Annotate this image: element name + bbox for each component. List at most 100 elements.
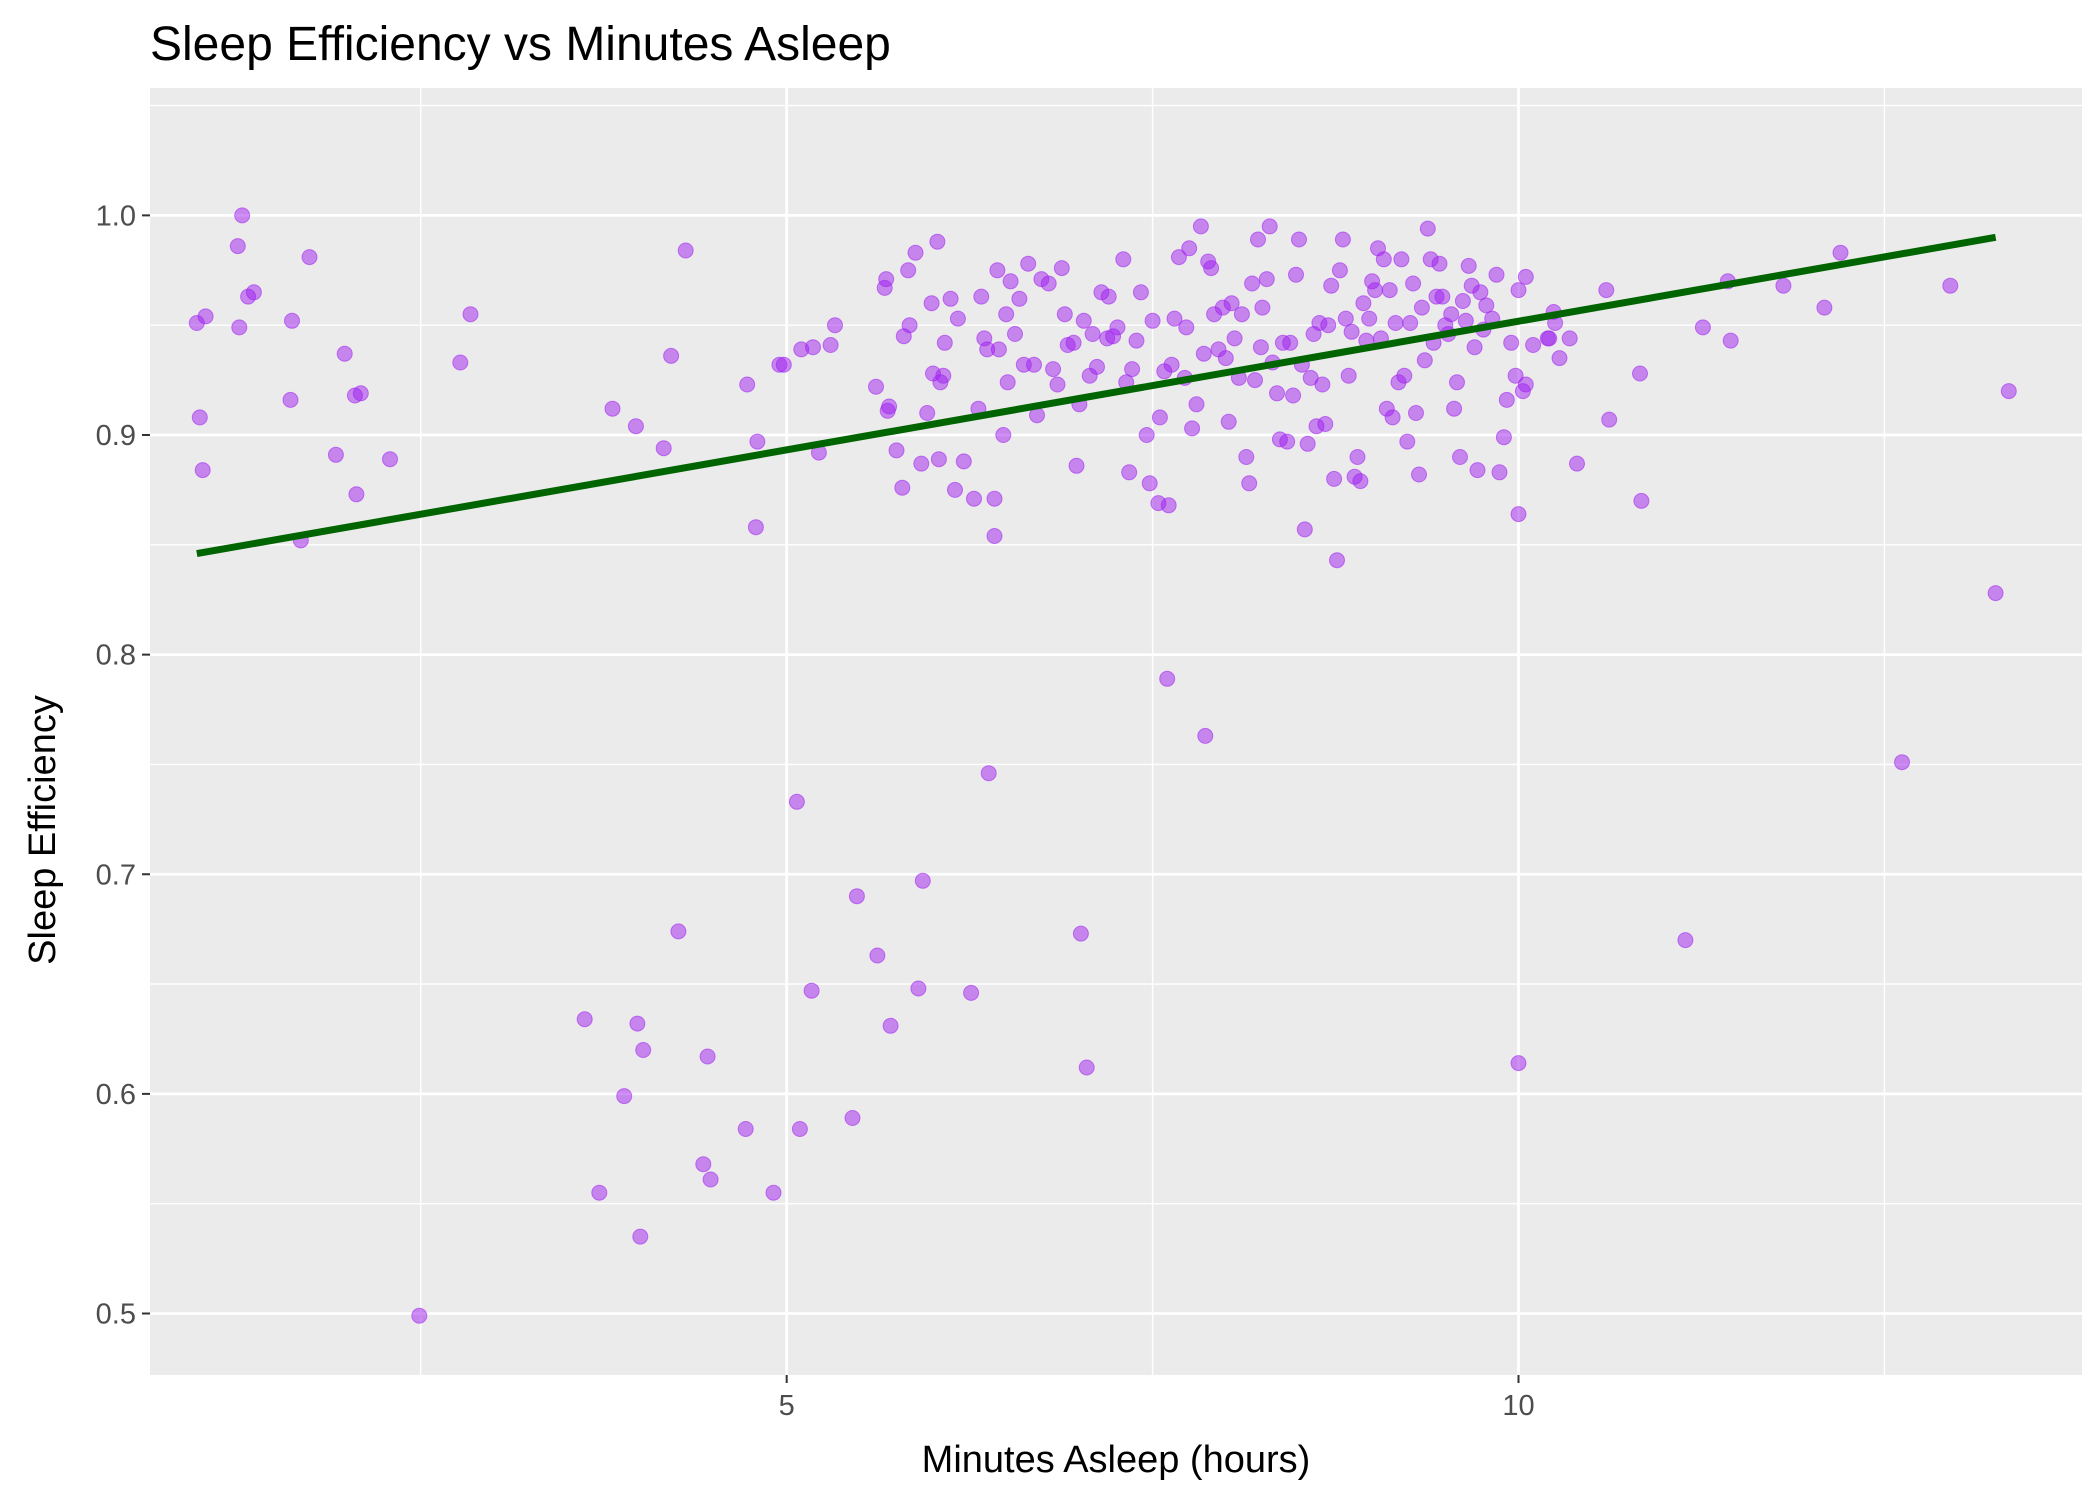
data-point: [1244, 275, 1261, 292]
data-point: [910, 980, 927, 997]
data-point: [900, 262, 917, 279]
data-point: [1160, 497, 1177, 514]
data-point: [1431, 255, 1448, 272]
data-point: [670, 923, 687, 940]
y-tick-label: 0.9: [96, 420, 136, 452]
y-axis-ticks: 0.5 0.6 0.7 0.8 0.9 1.0: [96, 200, 150, 1331]
data-point: [1466, 339, 1483, 356]
data-point: [699, 1048, 716, 1065]
data-point: [1217, 350, 1234, 367]
data-point: [1443, 306, 1460, 323]
data-point: [1296, 521, 1313, 538]
data-point: [1503, 334, 1520, 351]
data-point: [1282, 334, 1299, 351]
data-point: [1396, 367, 1413, 384]
data-point: [1510, 1055, 1527, 1072]
data-point: [791, 1121, 808, 1137]
data-point: [913, 455, 930, 472]
data-point: [1188, 396, 1205, 413]
data-point: [1942, 277, 1959, 294]
data-point: [1355, 295, 1372, 312]
data-point: [1469, 462, 1486, 479]
data-point: [907, 244, 924, 261]
data-point: [1285, 387, 1302, 404]
data-point: [929, 233, 946, 250]
data-point: [1446, 400, 1463, 417]
data-point: [788, 793, 805, 810]
data-point: [1254, 299, 1271, 316]
data-point: [1065, 334, 1082, 351]
data-point: [1026, 356, 1042, 373]
data-point: [1141, 475, 1158, 492]
data-point: [1002, 273, 1019, 290]
data-point: [989, 262, 1006, 279]
data-point: [1247, 372, 1263, 389]
data-point: [1413, 299, 1430, 316]
data-point: [462, 306, 479, 323]
data-point: [868, 378, 884, 395]
data-point: [677, 242, 694, 259]
chart-title: Sleep Efficiency vs Minutes Asleep: [150, 18, 891, 71]
data-point: [822, 337, 839, 353]
data-point: [1632, 365, 1648, 382]
data-point: [1197, 727, 1214, 744]
data-point: [881, 398, 898, 415]
data-point: [973, 288, 990, 305]
data-point: [1109, 319, 1126, 336]
data-point: [737, 1121, 754, 1137]
data-point: [1517, 268, 1534, 285]
data-point: [1138, 427, 1155, 443]
data-point: [1084, 326, 1101, 342]
data-point: [869, 947, 886, 964]
data-point: [930, 451, 947, 468]
y-axis-title: Sleep Efficiency: [22, 695, 64, 965]
data-point: [1323, 277, 1340, 294]
data-point: [1816, 299, 1833, 316]
data-point: [749, 433, 766, 450]
data-point: [901, 317, 918, 334]
data-point: [747, 519, 764, 536]
data-point: [245, 284, 262, 301]
data-point: [1375, 251, 1392, 268]
data-point: [1411, 466, 1427, 483]
data-point: [1601, 411, 1618, 428]
data-point: [936, 334, 953, 351]
data-point: [1894, 754, 1910, 771]
data-point: [1694, 319, 1711, 336]
data-point: [1384, 409, 1401, 426]
data-point: [591, 1184, 608, 1201]
data-point: [229, 238, 246, 255]
data-point: [663, 347, 680, 364]
data-point: [234, 207, 251, 224]
data-point: [1419, 220, 1436, 237]
data-point: [739, 376, 756, 393]
data-point: [765, 1184, 782, 1201]
data-point: [998, 306, 1015, 323]
data-point: [1434, 288, 1451, 305]
data-point: [1525, 337, 1542, 353]
data-point: [1195, 345, 1212, 362]
data-point: [632, 1228, 649, 1245]
data-points: [188, 207, 2017, 1324]
data-point: [1452, 449, 1468, 465]
data-point: [1075, 312, 1092, 329]
data-point: [803, 982, 820, 999]
data-point: [1184, 420, 1201, 437]
data-point: [1151, 409, 1168, 426]
data-point: [1488, 266, 1505, 283]
data-point: [1238, 449, 1255, 465]
data-point: [990, 341, 1007, 358]
data-point: [775, 356, 792, 373]
data-point: [1408, 405, 1424, 421]
data-point: [894, 479, 911, 496]
data-point: [1510, 506, 1527, 523]
data-point: [1203, 260, 1220, 277]
data-point: [1387, 315, 1404, 331]
data-point: [1367, 282, 1384, 299]
data-point: [1498, 391, 1515, 408]
data-point: [942, 290, 959, 307]
data-point: [949, 310, 966, 327]
data-point: [382, 451, 398, 468]
data-point: [1250, 231, 1266, 248]
